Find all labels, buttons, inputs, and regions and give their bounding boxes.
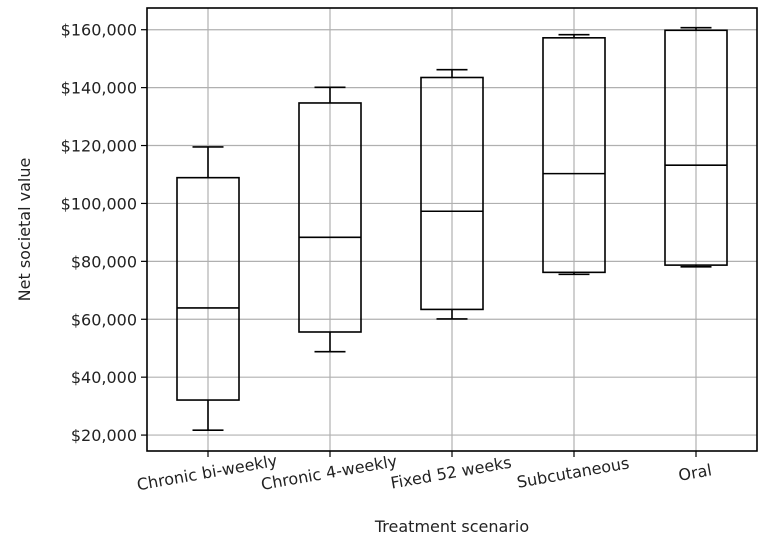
y-tick-label: $160,000 bbox=[61, 21, 137, 40]
box-group bbox=[664, 26, 728, 268]
box-group bbox=[176, 146, 240, 431]
x-axis-label: Treatment scenario bbox=[374, 517, 529, 536]
box-group bbox=[542, 33, 606, 276]
y-tick-label: $120,000 bbox=[61, 137, 137, 156]
x-tick-label: Chronic bi-weekly bbox=[135, 451, 278, 494]
iqr-box bbox=[298, 102, 362, 333]
y-tick-label: $20,000 bbox=[71, 426, 137, 445]
y-tick-label: $100,000 bbox=[61, 194, 137, 213]
box-series bbox=[176, 26, 728, 431]
y-tick-label: $60,000 bbox=[71, 310, 137, 329]
iqr-box bbox=[420, 76, 484, 311]
y-tick-label: $40,000 bbox=[71, 368, 137, 387]
x-tick-label: Oral bbox=[677, 460, 713, 485]
x-tick-label: Chronic 4-weekly bbox=[260, 451, 399, 494]
box-group bbox=[298, 86, 362, 353]
box-group bbox=[420, 68, 484, 320]
iqr-box bbox=[542, 37, 606, 274]
y-tick-label: $140,000 bbox=[61, 79, 137, 98]
y-tick-label: $80,000 bbox=[71, 252, 137, 271]
iqr-box bbox=[176, 176, 240, 401]
iqr-box bbox=[664, 29, 728, 266]
grid bbox=[147, 8, 757, 451]
y-axis-label: Net societal value bbox=[15, 158, 34, 302]
x-tick-label: Fixed 52 weeks bbox=[389, 453, 513, 493]
y-axis-ticks: $20,000 $40,000 $60,000 $80,000 $100,000 $120… bbox=[61, 21, 147, 445]
x-tick-label: Subcutaneous bbox=[515, 453, 630, 491]
